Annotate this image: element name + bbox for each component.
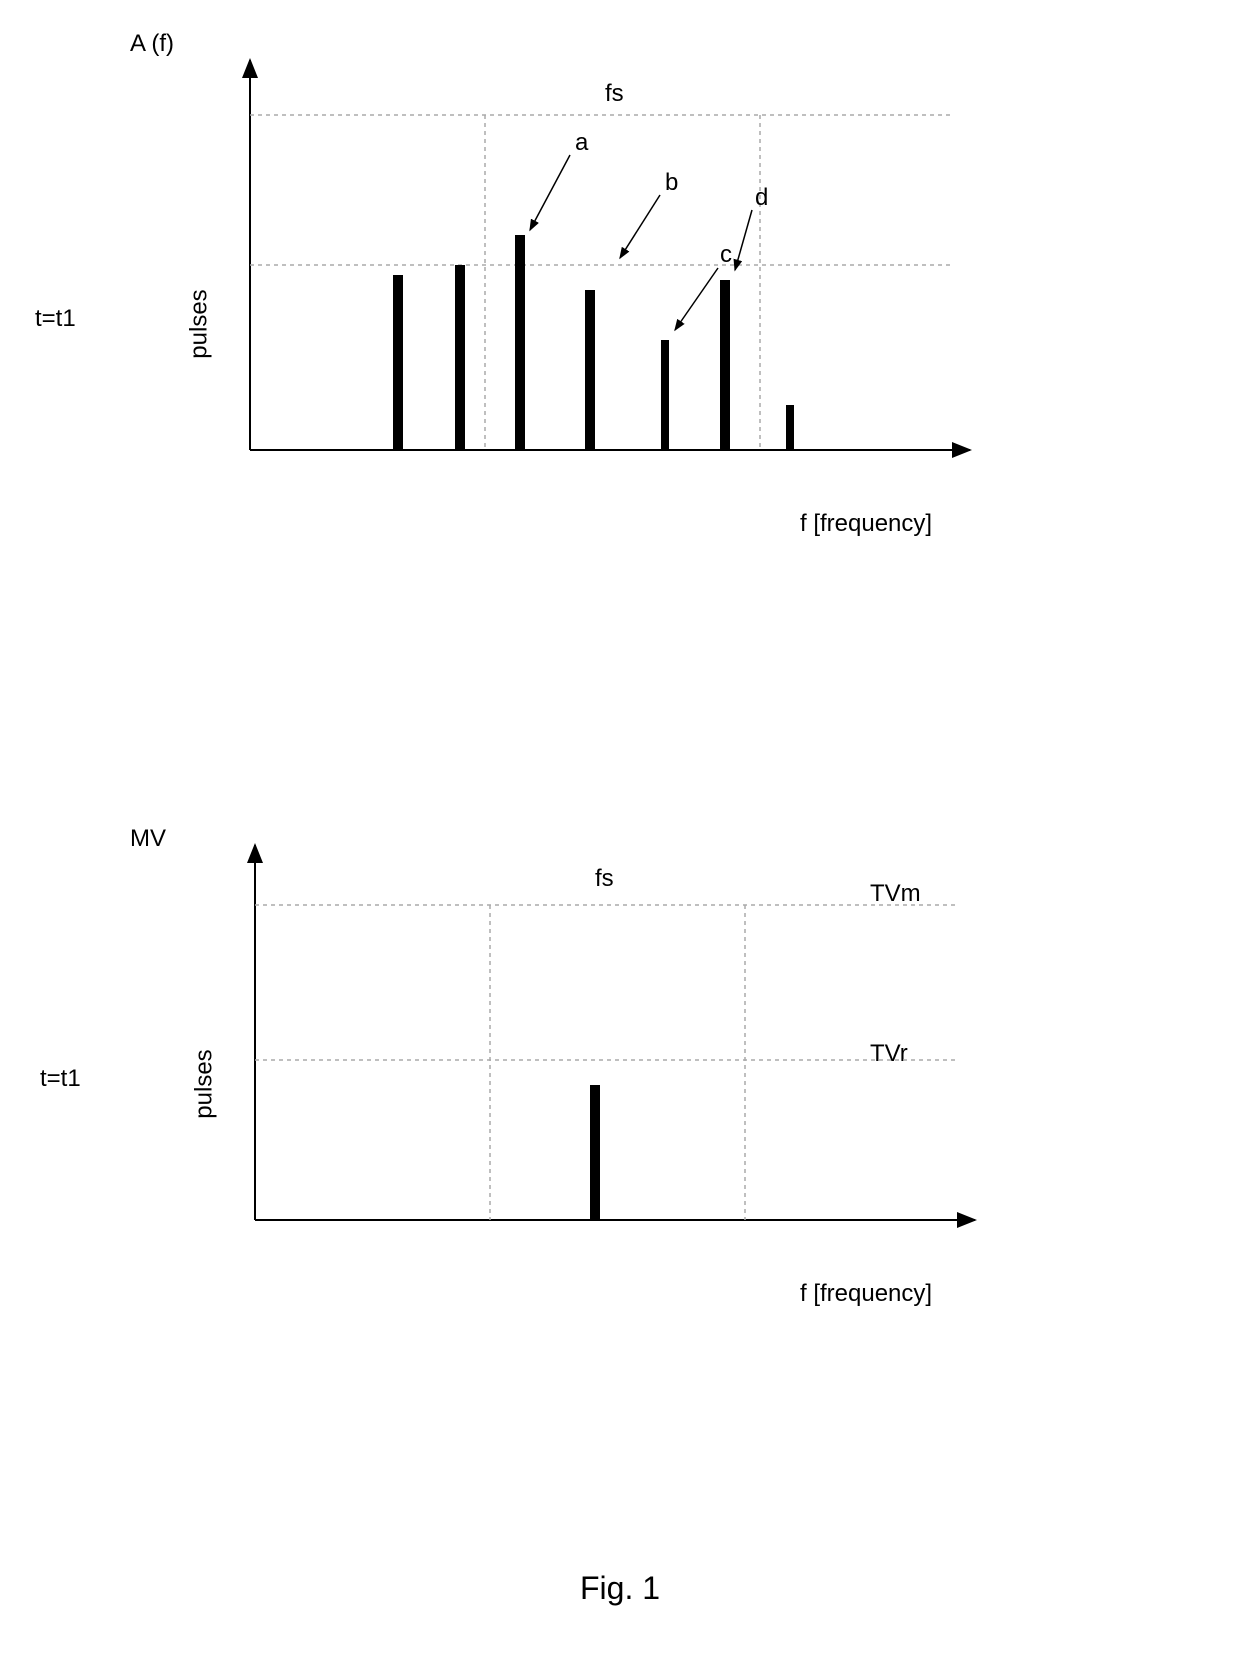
chart1-anno-b: b [665, 169, 678, 196]
chart2-container: MV t=t1 pulses fs TVm TVr f [frequency] [0, 790, 1100, 1390]
figure-label: Fig. 1 [580, 1570, 660, 1607]
chart2-svg [0, 790, 1100, 1300]
chart1-anno-a: a [575, 129, 589, 156]
chart1-anno-c: c [720, 241, 732, 268]
chart1-anno-d: d [755, 184, 768, 211]
chart1-svg: a b c d [0, 0, 1100, 520]
chart1-container: A (f) t=t1 pulses fs f [frequency] [0, 0, 1100, 600]
